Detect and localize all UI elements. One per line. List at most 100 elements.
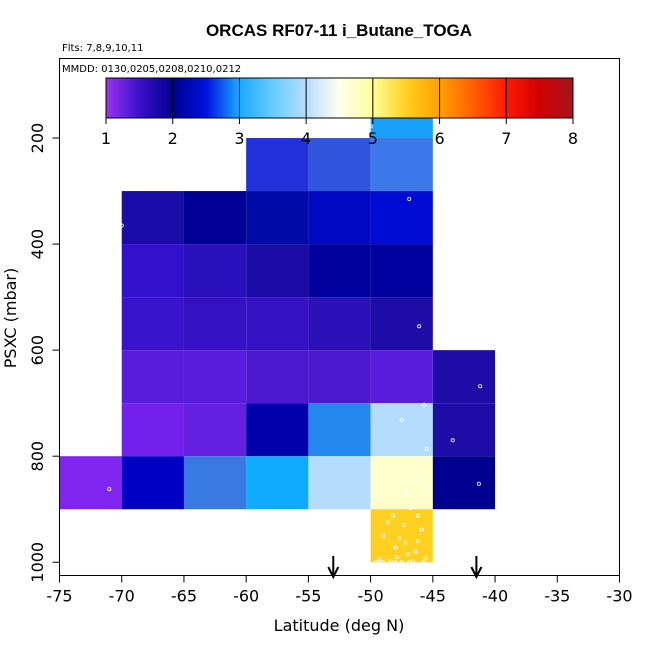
sample-point (423, 556, 428, 561)
colorbar-tick-label: 3 (234, 129, 244, 148)
heatmap-cell (308, 456, 371, 510)
sample-point (391, 513, 396, 518)
x-tick-label: -55 (295, 587, 321, 606)
x-tick-label: -65 (171, 587, 197, 606)
sample-point (422, 402, 427, 407)
sample-point (381, 533, 386, 538)
latitude-arrows (327, 556, 483, 580)
sample-point (410, 559, 415, 564)
x-tick-label: -75 (46, 587, 72, 606)
x-axis: -75 -70 -65 -60 -55 -50 -45 -40 -35 -30 (46, 575, 633, 606)
heatmap-cell (246, 297, 309, 351)
y-tick-label: 600 (28, 335, 47, 366)
arrow-head (470, 566, 483, 580)
colorbar-border (105, 77, 574, 119)
x-tick-label: -30 (606, 587, 632, 606)
sample-point (417, 324, 422, 329)
sample-point (415, 513, 420, 518)
sample-point (407, 560, 412, 565)
chart-title: ORCAS RF07-11 i_Butane_TOGA (206, 21, 472, 40)
colorbar-tick-label: 5 (368, 129, 378, 148)
sample-point (476, 481, 481, 486)
sample-point (450, 438, 455, 443)
y-tick-label: 200 (28, 123, 47, 154)
heatmap-cell (246, 191, 309, 245)
dates-note: MMDD: 0130,0205,0208,0210,0212 (62, 64, 241, 75)
sample-point (414, 478, 419, 483)
heatmap-cell (183, 191, 247, 245)
colorbar-tick-label: 2 (168, 129, 178, 148)
heatmap-cell (59, 456, 122, 510)
down-arrow-icon (327, 556, 340, 580)
heatmap-cell (246, 244, 309, 298)
heatmap-cell (121, 297, 184, 351)
sample-point (373, 560, 378, 565)
heatmap-cell (246, 403, 309, 457)
sample-point (402, 523, 407, 528)
heatmap-cell (246, 350, 309, 404)
sample-point (415, 539, 420, 544)
arrow-head (327, 566, 340, 580)
sample-point (107, 487, 112, 492)
sample-point (377, 557, 382, 562)
colorbar-ramp (106, 78, 573, 118)
heatmap-cell (370, 403, 433, 457)
sample-point (424, 446, 429, 451)
heatmap-cell (370, 191, 433, 245)
sample-point (408, 506, 413, 511)
heatmap-cell (370, 244, 433, 298)
colorbar-tick-label: 7 (501, 129, 511, 148)
sample-points (107, 124, 483, 565)
heatmap-cell (121, 456, 184, 510)
heatmap-cell (432, 456, 496, 510)
sample-point (368, 124, 373, 129)
sample-point (399, 418, 404, 423)
sample-point (478, 384, 483, 389)
sample-point (419, 527, 424, 532)
heatmap-cell (432, 403, 496, 457)
heatmap-cell (246, 456, 309, 510)
x-tick-label: -35 (544, 587, 570, 606)
colorbar-tick-label: 6 (434, 129, 444, 148)
x-tick-label: -60 (233, 587, 259, 606)
heatmap-cell (183, 244, 247, 298)
sample-point (393, 545, 398, 550)
heatmap-cell (246, 138, 309, 192)
sample-point (394, 554, 399, 559)
sample-point (399, 560, 404, 565)
heatmap-cell (183, 456, 247, 510)
sample-point (403, 540, 408, 545)
x-tick-label: -70 (109, 587, 135, 606)
heatmap-cell (308, 350, 371, 404)
sample-point (386, 520, 391, 525)
y-tick-label: 800 (28, 441, 47, 472)
sample-point (393, 560, 398, 565)
colorbar-tick-label: 1 (101, 129, 111, 148)
heatmap-cell (183, 350, 247, 404)
heatmap-cell (432, 350, 496, 404)
heatmap-cell (370, 297, 433, 351)
heatmap-cell (308, 297, 371, 351)
flights-note: Flts: 7,8,9,10,11 (62, 43, 143, 54)
sample-point (397, 536, 402, 541)
x-tick-label: -50 (358, 587, 384, 606)
sample-point (381, 560, 386, 565)
colorbar-tick-label: 8 (568, 129, 578, 148)
sample-point (413, 549, 418, 554)
heatmap-cell (121, 244, 184, 298)
heatmap-cell (370, 456, 433, 510)
heatmap-cell (121, 403, 184, 457)
y-tick-label: 1000 (28, 542, 47, 583)
down-arrow-icon (470, 556, 483, 580)
x-tick-label: -45 (420, 587, 446, 606)
heatmap-cell (370, 350, 433, 404)
heatmap-cells (59, 85, 496, 563)
heatmap-cell (308, 403, 371, 457)
heatmap-cell (370, 509, 433, 563)
sample-point (407, 197, 412, 202)
y-tick-label: 400 (28, 229, 47, 260)
sample-point (420, 560, 425, 565)
plot-frame (59, 58, 620, 576)
heatmap-cell (308, 191, 371, 245)
